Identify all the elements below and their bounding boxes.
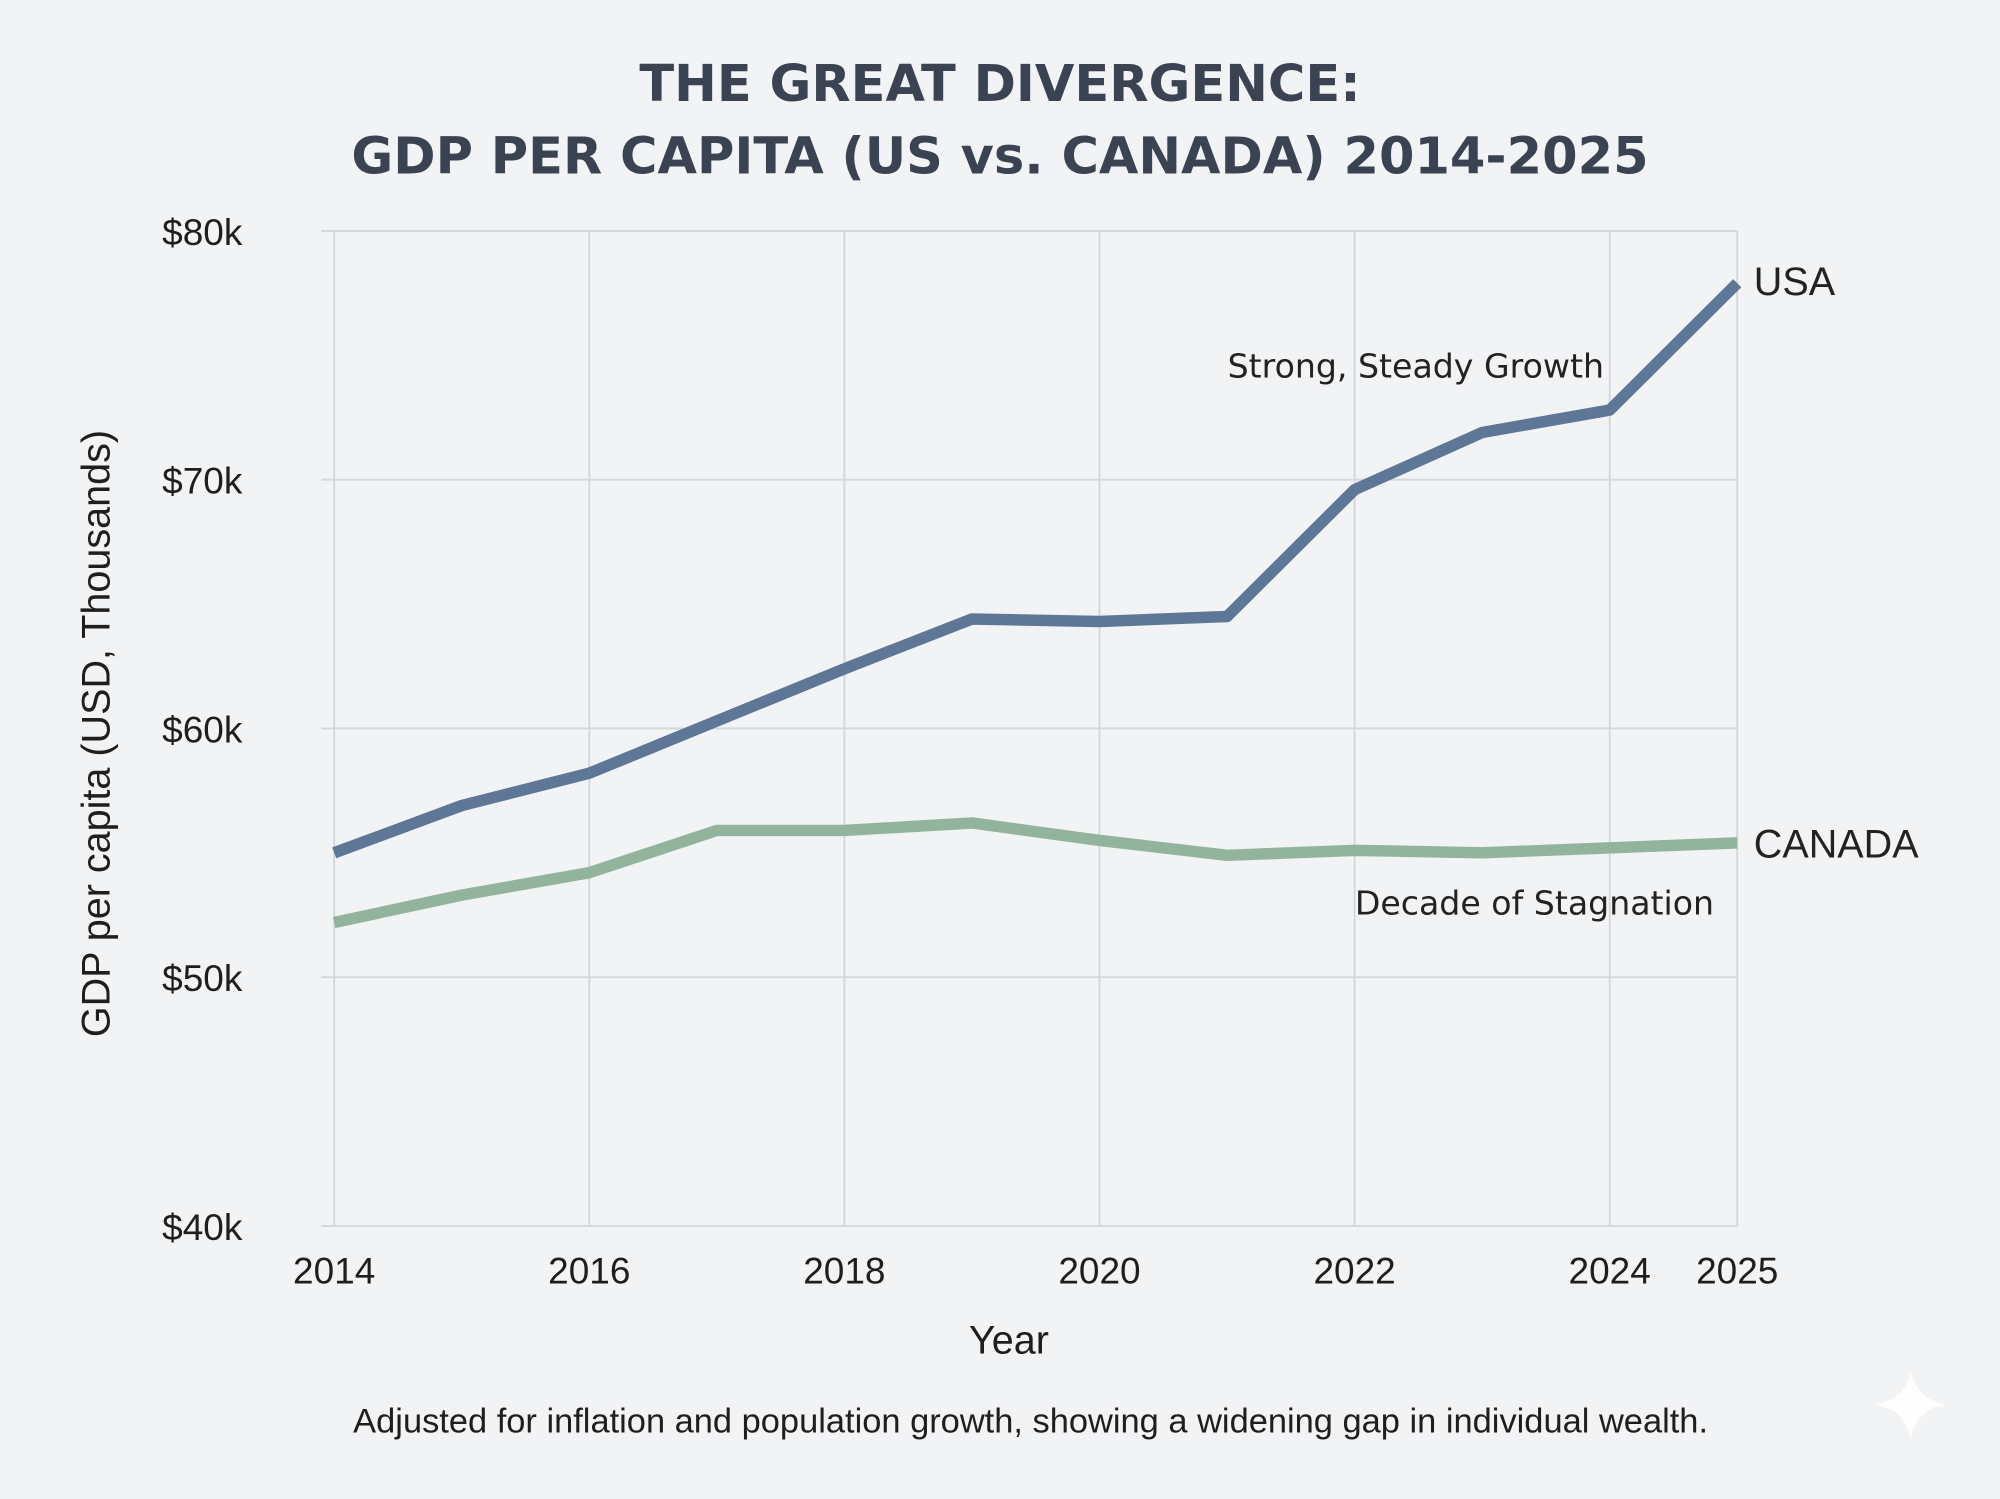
x-tick-labels: 2014 2016 2018 2020 2022 2024 2025 (293, 1250, 1778, 1291)
chart-title-line-1: THE GREAT DIVERGENCE: (639, 55, 1360, 114)
x-tick-label: 2025 (1696, 1250, 1778, 1291)
y-tick-labels: $40k $50k $60k $70k $80k (162, 212, 243, 1248)
x-tick-label: 2022 (1313, 1250, 1395, 1291)
y-tick-label: $70k (162, 461, 243, 502)
series-lines (332, 279, 1742, 929)
annotation-usa: Strong, Steady Growth (1228, 347, 1604, 386)
x-tick-label: 2020 (1058, 1250, 1140, 1291)
x-axis-label: Year (969, 1318, 1049, 1362)
y-axis-label: GDP per capita (USD, Thousands) (75, 430, 119, 1037)
chart-title-line-2: GDP PER CAPITA (US vs. CANADA) 2014-2025 (351, 128, 1648, 187)
x-tick-label: 2016 (548, 1250, 630, 1291)
y-tick-label: $50k (162, 958, 243, 999)
y-tick-label: $80k (162, 212, 243, 253)
y-tick-label: $60k (162, 709, 243, 750)
grid (321, 230, 1739, 1227)
x-tick-label: 2024 (1569, 1250, 1651, 1291)
sparkle-watermark-icon (1875, 1371, 1947, 1439)
y-tick-label: $40k (162, 1207, 243, 1248)
series-line-canada (332, 817, 1738, 929)
series-line-usa (332, 279, 1742, 859)
series-label-canada: CANADA (1754, 822, 1919, 866)
series-label-usa: USA (1754, 260, 1836, 304)
x-tick-label: 2014 (293, 1250, 375, 1291)
chart-caption: Adjusted for inflation and population gr… (353, 1403, 1708, 1441)
annotation-canada: Decade of Stagnation (1355, 884, 1714, 923)
x-tick-label: 2018 (803, 1250, 885, 1291)
